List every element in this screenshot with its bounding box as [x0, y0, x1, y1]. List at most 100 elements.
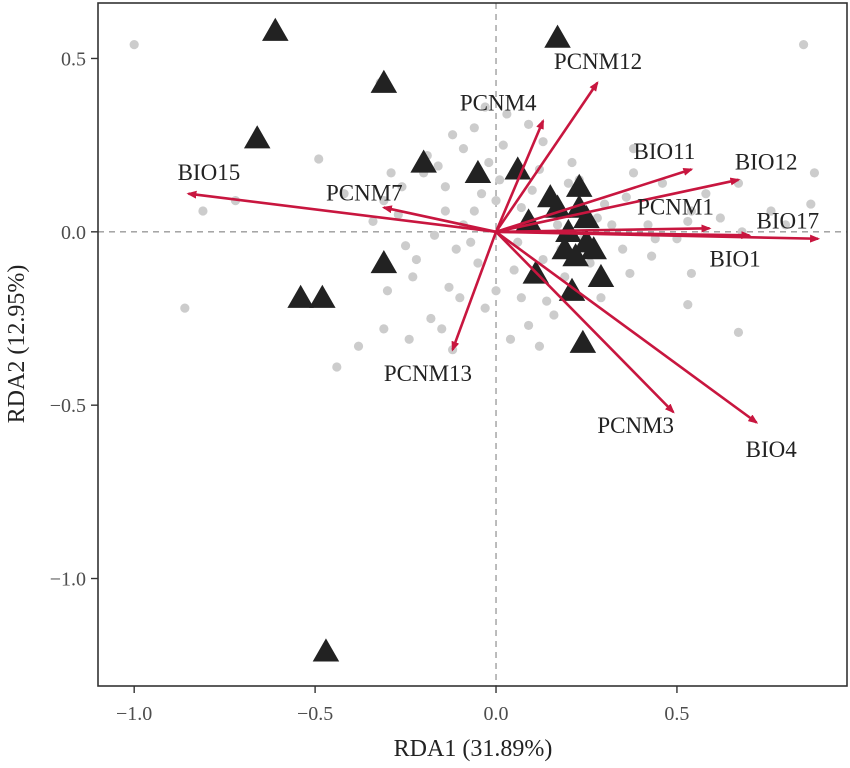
vector-arrow-bio12	[495, 177, 741, 234]
arrow-labels: PCNM12 PCNM4 BIO11 BIO12 PCNM1 BIO17 BIO1 BIO15…	[178, 49, 820, 462]
y-tick-label: −1.0	[50, 569, 86, 591]
site-point	[563, 178, 573, 188]
vector-arrow-bio15	[186, 190, 497, 234]
site-point	[596, 293, 606, 303]
site-point	[621, 192, 631, 202]
site-point	[469, 206, 479, 216]
site-point	[686, 268, 697, 279]
vector-label-pcnm12: PCNM12	[554, 49, 642, 74]
site-point	[607, 220, 617, 230]
site-point	[509, 265, 519, 275]
vector-label-pcnm4: PCNM4	[460, 90, 537, 115]
sample-triangle	[504, 156, 531, 180]
site-point	[538, 254, 548, 265]
sample-triangle	[580, 236, 607, 260]
site-point	[332, 362, 342, 372]
sample-triangle	[309, 284, 336, 308]
site-point	[542, 296, 552, 306]
site-point	[455, 293, 465, 303]
vector-arrow-pcnm4	[494, 119, 545, 233]
site-point	[451, 244, 461, 254]
vector-arrow-bio1	[496, 230, 752, 240]
site-point	[339, 189, 349, 199]
site-point	[683, 300, 693, 310]
site-point	[426, 313, 436, 324]
sample-triangle	[573, 204, 600, 229]
site-point	[523, 119, 534, 129]
site-point	[683, 216, 693, 227]
sample-triangle	[410, 149, 437, 173]
site-point	[552, 220, 563, 230]
site-point	[408, 272, 418, 282]
vector-arrow-bio4	[495, 230, 759, 424]
site-point	[476, 189, 487, 199]
y-tick-label: 0.0	[61, 222, 86, 244]
vector-label-pcnm1: PCNM1	[637, 194, 714, 219]
x-tick-label: −1.0	[116, 703, 152, 725]
site-point	[433, 161, 443, 171]
site-point	[458, 144, 469, 154]
site-point	[400, 241, 411, 251]
y-tick-label: −0.5	[50, 395, 86, 417]
sample-triangle	[565, 173, 593, 197]
site-point	[379, 196, 389, 206]
site-point	[480, 303, 490, 313]
x-axis-ticks: −1.0 −0.5 0.0 0.5	[116, 686, 689, 725]
vector-label-bio12: BIO12	[735, 149, 798, 174]
site-point	[628, 144, 639, 154]
vector-arrow-pcnm3	[495, 230, 675, 414]
site-point	[516, 293, 526, 303]
site-point	[447, 130, 458, 140]
x-tick-label: 0.5	[664, 703, 689, 725]
sample-triangle	[544, 24, 571, 48]
site-point	[397, 182, 407, 192]
site-point	[701, 189, 711, 199]
site-point	[491, 196, 501, 206]
site-point	[766, 206, 776, 216]
site-point	[538, 137, 548, 147]
site-point	[411, 254, 422, 265]
sample-triangle	[551, 236, 579, 260]
site-point	[733, 327, 744, 337]
sample-triangles	[243, 17, 615, 662]
vector-label-bio4: BIO4	[746, 437, 798, 462]
sample-triangle	[243, 125, 271, 149]
vector-label-bio15: BIO15	[178, 160, 241, 185]
site-point	[198, 206, 208, 216]
sample-triangle	[562, 243, 589, 267]
sample-triangle	[370, 250, 398, 274]
site-point	[469, 123, 479, 133]
site-point	[647, 251, 657, 261]
site-point	[798, 40, 809, 50]
sample-triangle	[287, 284, 314, 308]
site-point	[314, 154, 324, 164]
site-point	[180, 303, 190, 313]
vector-label-pcnm3: PCNM3	[597, 413, 674, 438]
site-point	[549, 310, 559, 320]
vector-arrow-pcnm12	[494, 81, 599, 233]
site-point	[599, 199, 610, 209]
vector-label-pcnm13: PCNM13	[384, 361, 472, 386]
site-point	[527, 185, 537, 195]
zero-reference-lines	[98, 3, 847, 686]
site-point	[353, 341, 364, 351]
sample-triangle	[587, 263, 615, 288]
vector-label-bio11: BIO11	[634, 139, 696, 164]
site-point	[806, 199, 816, 209]
site-point	[809, 168, 820, 178]
vector-arrow-pcnm13	[451, 231, 498, 352]
site-points	[129, 40, 820, 372]
site-point	[715, 213, 725, 223]
site-point	[473, 258, 483, 268]
site-point	[618, 244, 628, 254]
site-point	[523, 320, 534, 331]
site-point	[502, 109, 512, 119]
site-point	[437, 324, 447, 334]
site-point	[686, 206, 697, 216]
site-point	[625, 268, 635, 279]
vector-label-pcnm7: PCNM7	[326, 181, 403, 206]
site-point	[466, 237, 476, 247]
sample-triangle	[464, 159, 492, 184]
sample-triangle	[558, 277, 586, 301]
